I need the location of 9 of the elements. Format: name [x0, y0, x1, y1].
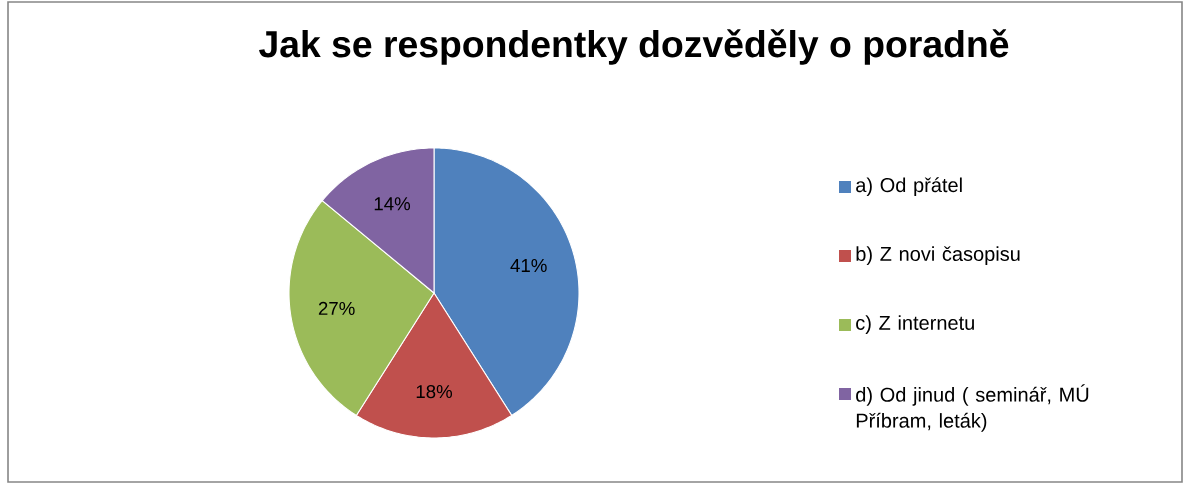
data-label: 14% — [374, 197, 411, 211]
legend-label: d) Od jinud ( seminář, MÚ Příbram, leták) — [856, 384, 1089, 432]
legend-label: b) Z novi časopisu — [856, 246, 1020, 265]
legend-label: c) Z internetu — [856, 315, 974, 334]
chart-title: Jak se respondentky dozvěděly o poradně — [259, 29, 1009, 65]
legend-label: a) Od přátel — [856, 177, 962, 197]
data-label: 18% — [416, 384, 453, 399]
data-label: 27% — [318, 301, 355, 315]
data-label: 41% — [510, 258, 547, 273]
